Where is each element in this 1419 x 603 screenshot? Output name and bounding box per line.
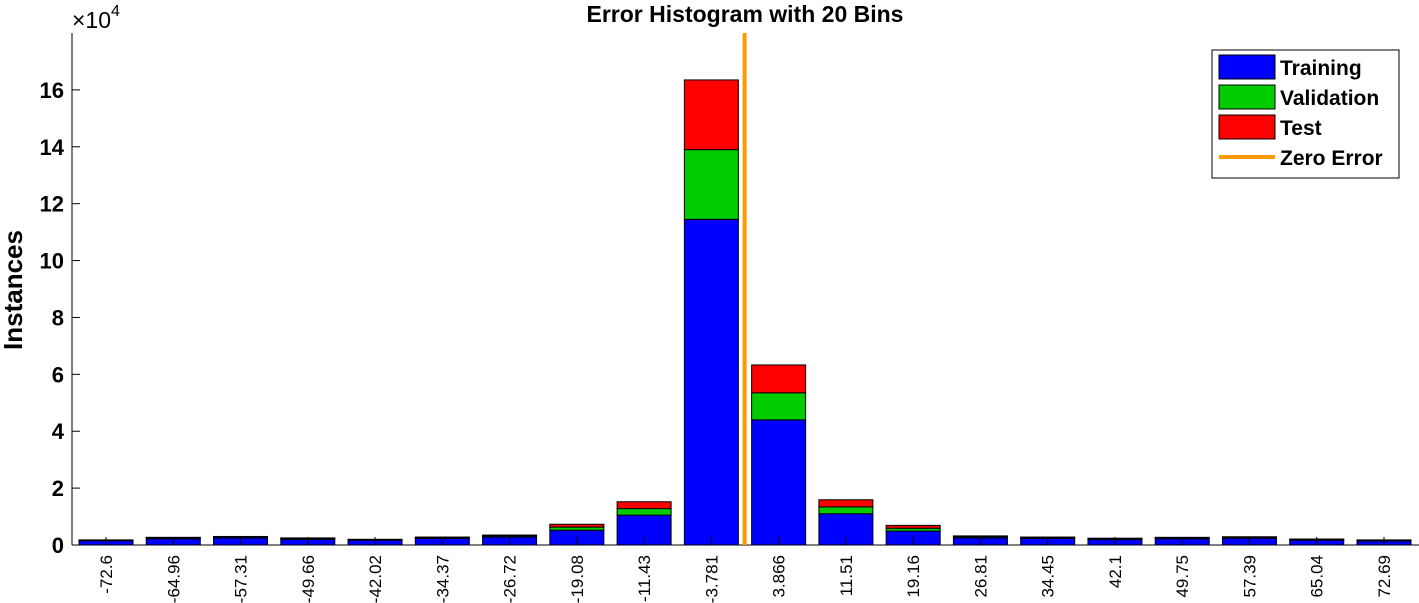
bar-segment-test	[751, 364, 807, 394]
bar-segment-test	[818, 499, 874, 508]
legend-label: Validation	[1280, 87, 1379, 110]
y-axis: 0 2 4 6 8 10 12 14 16	[40, 33, 80, 558]
y-tick-label: 0	[52, 533, 64, 558]
bar-segment-test	[549, 523, 605, 528]
legend-swatch-test	[1218, 114, 1276, 140]
x-tick-label: 26.81	[971, 555, 990, 598]
bar-segment-training	[683, 218, 739, 546]
chart-title: Error Histogram with 20 Bins	[587, 1, 904, 27]
x-tick-label: -11.43	[635, 555, 654, 602]
bar-segment-validation	[751, 392, 807, 421]
legend-swatch-training	[1218, 54, 1276, 80]
legend-label: Training	[1280, 57, 1362, 80]
x-tick-label: 57.39	[1240, 555, 1259, 598]
bar-segment-training	[751, 419, 807, 546]
x-tick-label: 42.1	[1106, 555, 1125, 588]
x-tick-label: 3.866	[770, 555, 789, 598]
y-tick-label: 12	[40, 192, 64, 217]
bar-segment-validation	[818, 506, 874, 515]
y-axis-label: Instances	[0, 230, 28, 350]
y-tick-label: 6	[52, 362, 64, 387]
x-tick-label: 11.51	[837, 555, 856, 596]
x-tick-label: 49.75	[1173, 555, 1192, 598]
y-multiplier-base: ×10	[72, 7, 111, 33]
x-tick-label: 34.45	[1039, 555, 1058, 598]
bar-segment-validation	[616, 508, 672, 516]
bar-segment-test	[885, 524, 941, 529]
bar-segment-test	[683, 79, 739, 151]
x-tick-label: 65.04	[1308, 555, 1327, 598]
x-axis: -72.6 -64.96 -57.31 -49.66 -42.02 -34.37 -26.7…	[72, 537, 1419, 603]
y-tick-label: 2	[52, 476, 64, 501]
x-tick-label: -19.08	[568, 555, 587, 603]
y-tick-label: 10	[40, 249, 64, 274]
x-tick-label: -72.6	[97, 555, 116, 594]
legend-label: Zero Error	[1280, 147, 1383, 170]
x-tick-label: -3.781	[702, 555, 721, 603]
y-tick-label: 8	[52, 305, 64, 330]
x-tick-label: -49.66	[299, 555, 318, 603]
y-tick-label: 4	[52, 419, 65, 444]
x-tick-label: 19.16	[904, 555, 923, 598]
bar-segment-test	[952, 535, 1008, 538]
x-tick-label: -64.96	[164, 555, 183, 603]
legend-label: Test	[1280, 117, 1322, 140]
y-tick-label: 16	[40, 78, 64, 103]
y-tick-label: 14	[40, 135, 65, 160]
x-tick-label: -42.02	[366, 555, 385, 603]
legend: Training Validation Test Zero Error	[1211, 49, 1400, 179]
x-tick-label: -57.31	[232, 555, 251, 603]
x-tick-label: -26.72	[501, 555, 520, 603]
bar-segment-test	[213, 535, 269, 538]
x-tick-label: -34.37	[433, 555, 452, 603]
bar-segment-test	[482, 534, 538, 537]
y-multiplier: ×104	[72, 3, 120, 33]
x-tick-label: 72.69	[1375, 555, 1394, 598]
bar-segment-validation	[683, 149, 739, 220]
bar-segment-test	[616, 501, 672, 510]
y-multiplier-exponent: 4	[111, 3, 120, 20]
legend-swatch-validation	[1218, 84, 1276, 110]
